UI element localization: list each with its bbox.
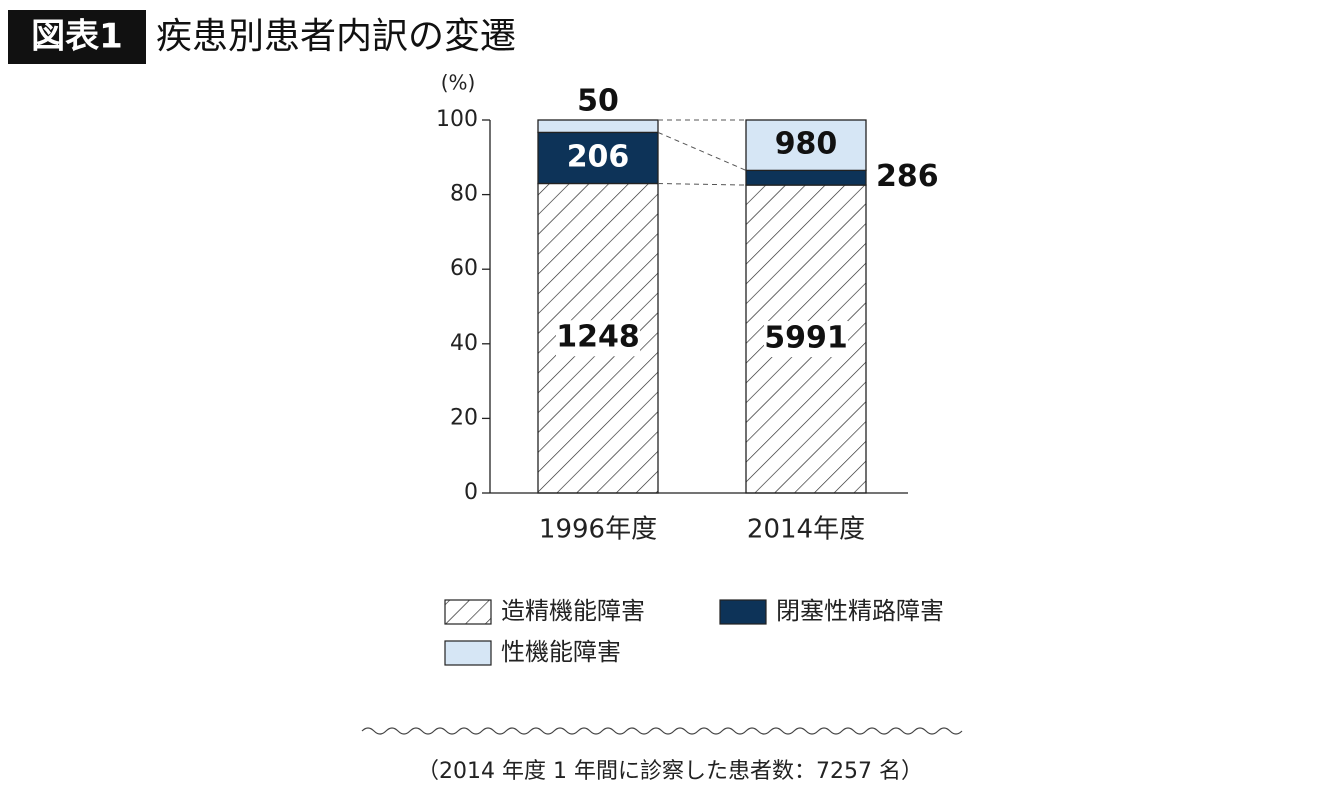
- title-badge-text: 図表1: [31, 17, 123, 57]
- legend-label: 造精機能障害: [501, 597, 645, 625]
- y-tick-label: 20: [450, 405, 478, 430]
- connector: [657, 131, 747, 171]
- bar-segment: [745, 169, 867, 186]
- data-label: 206: [567, 139, 630, 174]
- bar-segment: [745, 119, 867, 172]
- data-label: 50: [577, 84, 619, 119]
- data-label: 1248: [556, 320, 640, 355]
- y-tick-label: 80: [450, 182, 478, 207]
- legend-label: 性機能障害: [501, 638, 621, 666]
- y-tick-label: 0: [464, 480, 478, 505]
- chart-title: 疾患別患者内訳の変遷: [156, 16, 516, 57]
- label-bg: [764, 321, 848, 358]
- y-tick-label: 40: [450, 331, 478, 356]
- data-label: 980: [775, 127, 838, 162]
- y-tick-label: 60: [450, 256, 478, 281]
- x-tick-label: 2014年度: [747, 515, 865, 545]
- data-label: 286: [876, 159, 939, 194]
- legend-swatch: [444, 640, 492, 666]
- x-tick-label: 1996年度: [539, 515, 657, 545]
- label-bg: [556, 320, 640, 357]
- legend-label: 閉塞性精路障害: [776, 597, 944, 625]
- bar-segment: [537, 119, 659, 134]
- legend-swatch: [719, 599, 767, 625]
- legend-swatch: [444, 599, 492, 625]
- title-badge: [8, 10, 146, 64]
- connector: [657, 182, 747, 186]
- data-label: 5991: [764, 321, 848, 356]
- y-axis-label: (%): [441, 71, 476, 95]
- footnote: （2014 年度 1 年間に診察した患者数：7257 名）: [417, 759, 923, 784]
- y-tick-label: 100: [436, 107, 478, 132]
- divider: [361, 727, 963, 735]
- bar-segment: [537, 131, 659, 185]
